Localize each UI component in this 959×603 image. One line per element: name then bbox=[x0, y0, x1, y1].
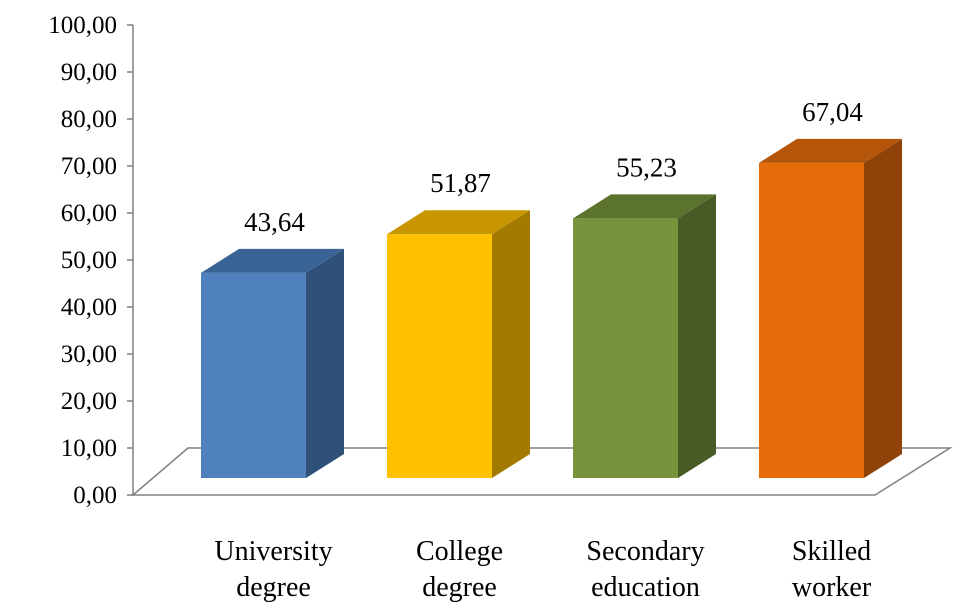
bar-front-face bbox=[573, 218, 678, 478]
bar-top-face bbox=[387, 210, 530, 235]
category-labels: University degree College degree Secondary ed… bbox=[214, 536, 871, 603]
y-tick-label: 40,00 bbox=[61, 294, 117, 321]
bar-top-face bbox=[573, 194, 716, 219]
category-label: Skilled bbox=[792, 536, 871, 567]
data-labels: 43,64 51,87 55,23 67,04 bbox=[244, 97, 863, 237]
y-tick-label: 20,00 bbox=[61, 388, 117, 415]
category-label: worker bbox=[792, 572, 872, 603]
y-tick-label: 30,00 bbox=[61, 341, 117, 368]
bar bbox=[387, 210, 530, 478]
data-label: 43,64 bbox=[244, 207, 305, 237]
bar-side-face bbox=[864, 138, 902, 479]
bar bbox=[573, 194, 716, 478]
bar-front-face bbox=[201, 272, 306, 478]
y-tick-label: 70,00 bbox=[61, 153, 117, 180]
category-label: University bbox=[214, 536, 332, 567]
bar-front-face bbox=[759, 162, 864, 479]
y-tick-label: 0,00 bbox=[73, 482, 117, 509]
bars bbox=[201, 138, 902, 479]
y-axis-ticks: 0,00 10,00 20,00 30,00 40,00 50,00 60,00 70,00 8… bbox=[48, 12, 133, 509]
y-tick-label: 10,00 bbox=[61, 435, 117, 462]
data-label: 51,87 bbox=[430, 168, 491, 198]
bar-top-face bbox=[759, 138, 902, 163]
data-label: 67,04 bbox=[802, 97, 863, 127]
bar-front-face bbox=[387, 234, 492, 478]
y-tick-label: 50,00 bbox=[61, 247, 117, 274]
category-label: education bbox=[591, 572, 700, 603]
bar bbox=[759, 138, 902, 479]
y-tick-label: 60,00 bbox=[61, 200, 117, 227]
bar-side-face bbox=[678, 194, 716, 478]
bar bbox=[201, 248, 344, 478]
y-tick-label: 100,00 bbox=[48, 12, 117, 39]
category-label: degree bbox=[236, 572, 311, 603]
bar-side-face bbox=[306, 248, 344, 478]
floor-plane bbox=[130, 447, 953, 496]
category-label: degree bbox=[422, 572, 497, 603]
data-label: 55,23 bbox=[616, 152, 677, 182]
y-tick-label: 90,00 bbox=[61, 59, 117, 86]
bar-side-face bbox=[492, 210, 530, 478]
bar-top-face bbox=[201, 248, 344, 273]
y-tick-label: 80,00 bbox=[61, 106, 117, 133]
category-label: Secondary bbox=[586, 536, 704, 567]
category-label: College bbox=[416, 536, 503, 567]
